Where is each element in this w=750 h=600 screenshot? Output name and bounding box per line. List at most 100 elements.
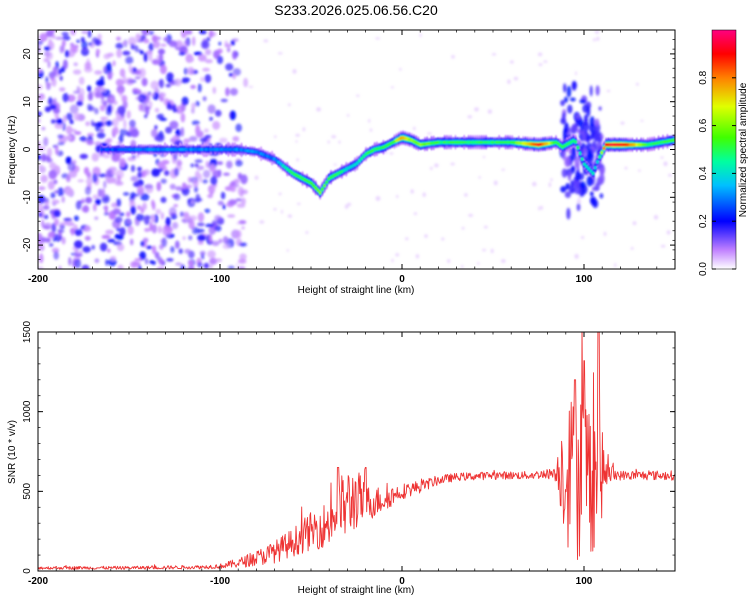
ridge-cell: [320, 187, 324, 191]
noise-blob: [331, 135, 337, 139]
noise-blob: [182, 236, 186, 241]
noise-blob: [478, 176, 482, 179]
noise-blob: [202, 67, 211, 72]
ridge-cell: [622, 143, 626, 147]
noise-blob: [143, 215, 150, 225]
noise-blob: [194, 163, 199, 167]
noise-blob: [45, 237, 51, 243]
noise-blob: [194, 159, 203, 163]
noise-blob: [57, 141, 65, 146]
noise-blob: [48, 169, 57, 179]
noise-blob: [197, 262, 203, 268]
noise-blob: [148, 42, 154, 52]
noise-blob: [232, 68, 241, 76]
noise-blob: [113, 100, 118, 106]
burst-blob: [583, 147, 587, 156]
noise-blob: [228, 73, 233, 77]
noise-blob: [204, 74, 212, 83]
burst-blob: [589, 85, 593, 97]
ridge-cell: [602, 146, 606, 150]
noise-blob: [85, 196, 92, 204]
noise-blob: [208, 233, 213, 244]
noise-blob: [104, 212, 109, 216]
noise-blob: [141, 77, 148, 87]
noise-blob: [126, 110, 131, 119]
noise-blob: [111, 118, 119, 127]
burst-blob: [573, 124, 578, 131]
noise-blob: [218, 41, 222, 46]
noise-blob: [211, 219, 218, 226]
noise-blob: [447, 259, 451, 263]
noise-blob: [375, 37, 381, 40]
noise-blob: [38, 118, 41, 123]
noise-blob: [467, 115, 473, 119]
noise-blob: [238, 220, 247, 225]
ridge-cell: [104, 147, 108, 152]
ridge-cell: [635, 143, 639, 147]
x-tick-label: 0: [399, 274, 405, 285]
noise-blob: [173, 204, 178, 208]
noise-blob: [482, 248, 487, 252]
ridge-cell: [580, 157, 584, 161]
noise-blob: [229, 88, 238, 96]
noise-blob: [209, 264, 213, 269]
noise-blob: [54, 190, 59, 194]
noise-blob: [59, 45, 64, 54]
noise-blob: [44, 46, 51, 51]
ridge-cell: [582, 162, 587, 166]
noise-blob: [202, 179, 208, 184]
noise-blob: [180, 112, 186, 123]
noise-blob: [295, 133, 300, 137]
noise-blob: [90, 119, 95, 126]
burst-blob: [567, 104, 573, 114]
noise-blob: [119, 68, 126, 78]
burst-blob: [564, 191, 572, 199]
noise-blob: [39, 32, 48, 42]
noise-blob: [184, 184, 193, 189]
noise-blob: [58, 137, 63, 143]
ridge-cell: [121, 147, 126, 152]
noise-blob: [190, 200, 195, 204]
noise-blob: [76, 85, 81, 94]
noise-blob: [157, 161, 166, 169]
noise-blob: [129, 119, 136, 128]
noise-blob: [145, 183, 154, 194]
ridge-cell: [108, 147, 112, 152]
noise-blob: [49, 72, 55, 82]
noise-blob: [38, 154, 41, 160]
noise-blob: [187, 66, 195, 76]
noise-blob: [72, 69, 82, 75]
noise-blob: [140, 170, 147, 178]
noise-blob: [500, 259, 506, 263]
noise-blob: [70, 42, 74, 47]
noise-blob: [217, 161, 223, 166]
noise-blob: [395, 195, 399, 198]
ridge-cell: [180, 147, 185, 152]
noise-blob: [64, 49, 70, 58]
ridge-cell: [126, 147, 130, 152]
noise-blob: [155, 208, 162, 215]
burst-blob: [560, 186, 567, 193]
noise-blob: [181, 96, 189, 106]
noise-blob: [461, 226, 465, 230]
noise-blob: [74, 253, 83, 257]
noise-blob: [104, 120, 113, 127]
noise-blob: [70, 30, 76, 36]
noise-blob: [116, 227, 120, 232]
noise-blob: [164, 170, 170, 176]
noise-blob: [101, 234, 111, 239]
ridge-cell: [220, 147, 224, 152]
ridge-cell: [156, 147, 161, 152]
noise-blob: [85, 186, 91, 196]
noise-blob: [239, 242, 247, 247]
spectrogram-ylabel: Frequency (Hz): [7, 116, 18, 185]
ridge-cell: [587, 167, 591, 171]
noise-blob: [167, 76, 172, 84]
noise-blob: [116, 48, 122, 58]
ridge-cell: [604, 143, 608, 147]
noise-blob: [188, 266, 195, 269]
noise-blob: [63, 217, 72, 222]
